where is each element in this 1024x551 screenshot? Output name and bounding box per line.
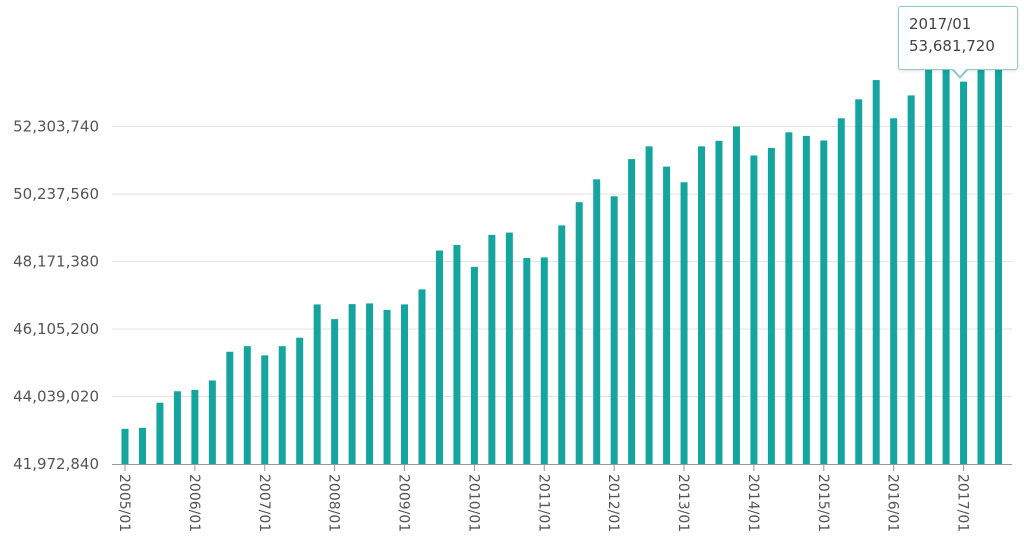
x-tick-label: 2015/01	[815, 474, 831, 532]
tooltip-value: 53,681,720	[909, 37, 995, 55]
bar	[348, 304, 356, 464]
bar	[610, 196, 618, 464]
x-tick-label: 2014/01	[745, 474, 761, 532]
bar	[995, 65, 1002, 464]
bar	[628, 159, 636, 464]
x-tick-label: 2016/01	[885, 474, 901, 532]
bar	[540, 257, 548, 464]
x-tick-label: 2012/01	[605, 474, 621, 532]
bar	[925, 67, 933, 464]
y-tick-label: 44,039,020	[13, 388, 99, 406]
x-tick-label: 2009/01	[396, 474, 412, 532]
bar	[505, 232, 513, 464]
tooltip-date: 2017/01	[909, 15, 972, 33]
bar	[138, 427, 146, 464]
bar	[715, 140, 723, 465]
bar	[243, 346, 251, 464]
bar	[698, 146, 706, 464]
x-tick-label: 2008/01	[326, 474, 342, 532]
bar	[366, 303, 374, 464]
bar	[331, 319, 339, 464]
bar	[820, 140, 828, 464]
bar	[960, 81, 968, 464]
bar	[837, 118, 845, 465]
y-tick-label: 48,171,380	[13, 253, 99, 271]
bar	[488, 234, 496, 464]
y-tick-label: 46,105,200	[13, 320, 99, 338]
bar	[470, 266, 478, 464]
bar	[401, 304, 409, 464]
bar	[418, 289, 426, 464]
x-tick-label: 2013/01	[675, 474, 691, 532]
bar	[855, 99, 863, 464]
tooltip-pointer-fill	[953, 68, 967, 76]
bar	[208, 380, 216, 464]
bar	[383, 309, 391, 464]
bar	[942, 67, 950, 464]
bar	[977, 64, 985, 465]
bar	[558, 225, 566, 464]
y-tick-label: 41,972,840	[13, 455, 99, 473]
bar	[593, 179, 601, 464]
bar	[296, 337, 304, 464]
bar	[313, 304, 321, 464]
x-tick-label: 2006/01	[186, 474, 202, 532]
x-tick-label: 2005/01	[116, 474, 132, 532]
bars	[121, 64, 1002, 465]
bar	[767, 147, 775, 465]
bar	[278, 346, 286, 464]
bar	[645, 146, 653, 464]
bar	[156, 402, 164, 464]
bar	[872, 80, 880, 464]
x-tick-label: 2017/01	[955, 474, 971, 532]
bar	[173, 391, 181, 464]
bar	[750, 155, 758, 465]
y-tick-label: 52,303,740	[13, 118, 99, 136]
bar	[226, 351, 234, 464]
x-tick-label: 2011/01	[535, 474, 551, 532]
bar	[680, 182, 688, 464]
bar	[523, 258, 531, 464]
y-tick-label: 50,237,560	[13, 185, 99, 203]
bar	[907, 95, 915, 464]
x-axis-ticks: 2005/01 2006/01 2007/01 2008/01 2009/01 2010/…	[116, 464, 971, 532]
bar	[802, 135, 810, 464]
bar	[261, 355, 269, 464]
x-tick-label: 2007/01	[256, 474, 272, 532]
bar	[785, 132, 793, 464]
y-axis-ticks: 41,972,840 44,039,020 46,105,200 48,171,380…	[13, 118, 99, 473]
bar	[191, 389, 199, 464]
x-tick-label: 2010/01	[465, 474, 481, 532]
bar	[453, 244, 461, 464]
bar	[575, 202, 583, 464]
bar	[663, 166, 671, 464]
bar	[121, 428, 129, 464]
bar	[890, 118, 898, 465]
data-tooltip: 2017/01 53,681,720	[898, 6, 1018, 70]
bar	[435, 250, 443, 464]
bar	[732, 126, 740, 465]
